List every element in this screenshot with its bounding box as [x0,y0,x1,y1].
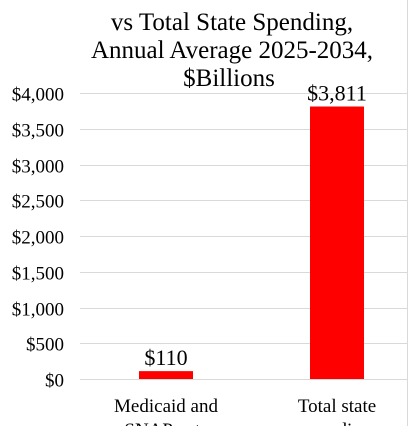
category-label: SNAP cuts [124,420,207,426]
bar [139,371,193,379]
y-tick-label: $1,500 [12,264,64,285]
data-labels: $110 $3,811 [144,81,366,371]
x-axis-categories: Medicaid and SNAP cuts Total state spending [114,396,376,426]
y-tick-label: $1,000 [12,300,64,321]
category-label: spending [303,420,372,426]
bar [310,106,364,380]
data-label: $110 [144,345,187,370]
category-label: Medicaid and [114,396,218,417]
y-tick-label: $2,000 [12,228,64,249]
y-tick-label: $4,000 [12,85,64,106]
y-tick-label: $0 [45,371,64,392]
y-tick-label: $3,000 [12,157,64,178]
chart-title-line-3: $Billions [183,65,275,92]
y-axis-ticks: $0 $500 $1,000 $1,500 $2,000 $2,500 $3,000 $3,5… [12,85,64,392]
chart-title: vs Total State Spending, Annual Average … [91,9,373,92]
y-tick-label: $500 [26,335,64,356]
chart-title-line-1: vs Total State Spending, [111,9,353,36]
data-label: $3,811 [307,81,367,106]
chart-title-line-2: Annual Average 2025-2034, [91,37,373,64]
y-tick-label: $3,500 [12,121,64,142]
category-label: Total state [298,396,376,417]
y-tick-label: $2,500 [12,192,64,213]
bars [139,106,364,380]
